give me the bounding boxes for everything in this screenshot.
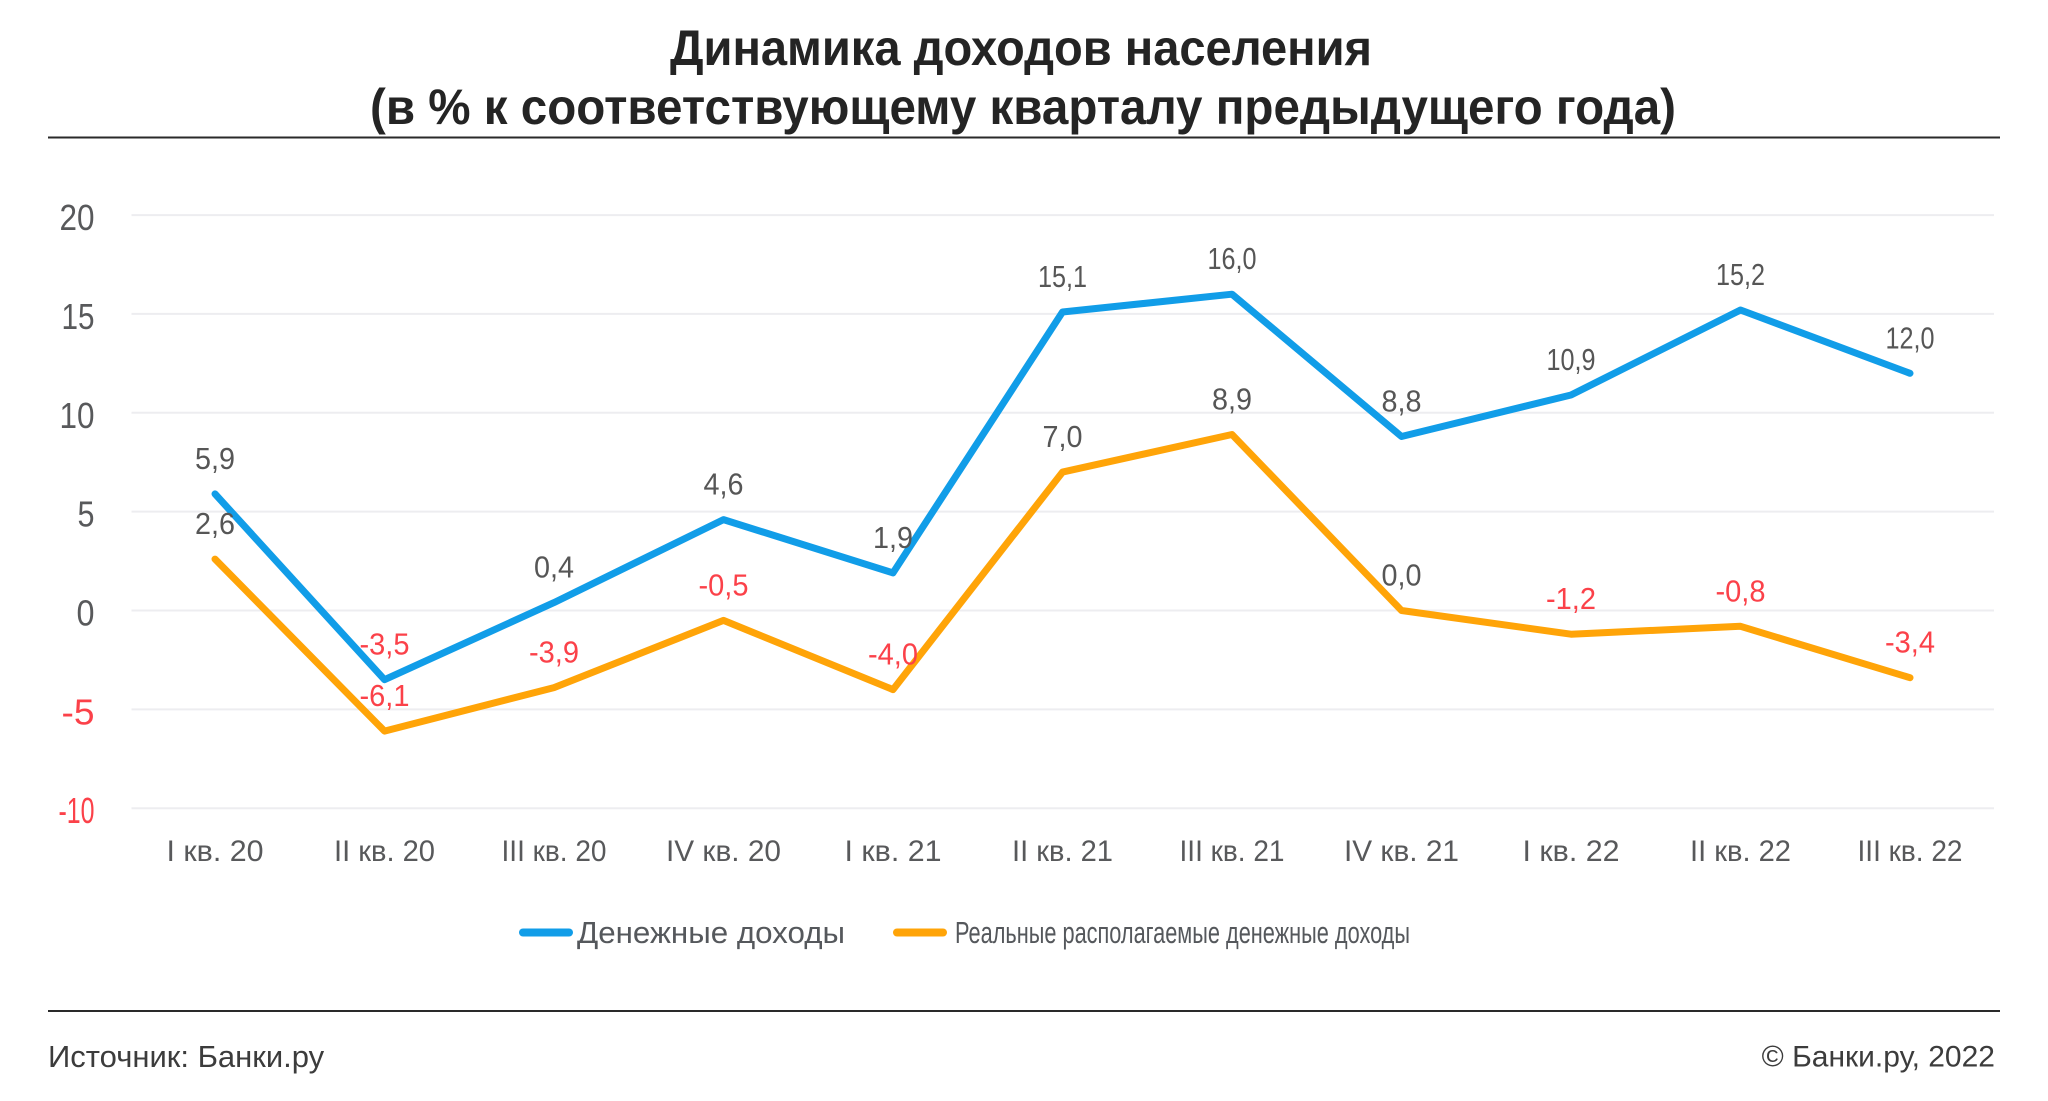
- svg-text:0,4: 0,4: [534, 550, 574, 585]
- svg-text:5,9: 5,9: [195, 441, 235, 476]
- svg-text:-6,1: -6,1: [360, 678, 410, 713]
- svg-text:2,6: 2,6: [195, 506, 235, 541]
- svg-text:II кв. 21: II кв. 21: [1012, 835, 1113, 868]
- svg-text:-1,2: -1,2: [1546, 581, 1596, 616]
- svg-text:IV кв. 21: IV кв. 21: [1344, 835, 1459, 868]
- svg-text:Динамика доходов населения: Динамика доходов населения: [670, 20, 1372, 76]
- svg-text:-0,5: -0,5: [699, 567, 749, 602]
- svg-text:16,0: 16,0: [1208, 241, 1257, 276]
- svg-text:-3,5: -3,5: [360, 627, 410, 662]
- svg-text:-0,8: -0,8: [1716, 573, 1766, 608]
- svg-text:IV кв. 20: IV кв. 20: [666, 835, 781, 868]
- svg-text:15,1: 15,1: [1038, 259, 1087, 294]
- svg-text:10,9: 10,9: [1547, 342, 1596, 377]
- svg-text:0: 0: [77, 593, 95, 634]
- svg-text:20: 20: [60, 197, 95, 238]
- svg-text:Реальные располагаемые денежны: Реальные располагаемые денежные доходы: [955, 915, 1410, 950]
- svg-text:Источник: Банки.ру: Источник: Банки.ру: [48, 1039, 325, 1074]
- svg-text:4,6: 4,6: [704, 467, 744, 502]
- svg-text:II кв. 22: II кв. 22: [1690, 835, 1791, 868]
- svg-text:15,2: 15,2: [1716, 257, 1765, 292]
- svg-text:-3,9: -3,9: [529, 635, 579, 670]
- svg-text:-10: -10: [59, 790, 95, 831]
- svg-text:(в % к соответствующему кварта: (в % к соответствующему кварталу предыду…: [370, 79, 1676, 135]
- svg-text:III кв. 20: III кв. 20: [502, 835, 607, 868]
- svg-text:-4,0: -4,0: [868, 637, 918, 672]
- svg-text:-3,4: -3,4: [1885, 625, 1935, 660]
- svg-text:II кв. 20: II кв. 20: [334, 835, 435, 868]
- svg-text:7,0: 7,0: [1043, 419, 1083, 454]
- svg-text:5: 5: [78, 494, 95, 535]
- svg-text:1,9: 1,9: [873, 520, 913, 555]
- svg-text:12,0: 12,0: [1886, 320, 1935, 355]
- svg-text:-5: -5: [62, 691, 95, 732]
- svg-text:I кв. 22: I кв. 22: [1523, 835, 1620, 868]
- svg-text:Денежные доходы: Денежные доходы: [577, 915, 845, 950]
- svg-text:10: 10: [60, 395, 95, 436]
- svg-text:I кв. 20: I кв. 20: [167, 835, 264, 868]
- svg-text:III кв. 22: III кв. 22: [1858, 835, 1963, 868]
- svg-text:III кв. 21: III кв. 21: [1180, 835, 1285, 868]
- svg-text:8,9: 8,9: [1212, 382, 1252, 417]
- svg-text:15: 15: [62, 296, 95, 337]
- svg-text:8,8: 8,8: [1382, 384, 1422, 419]
- svg-text:I кв. 21: I кв. 21: [845, 835, 942, 868]
- svg-text:© Банки.ру, 2022: © Банки.ру, 2022: [1762, 1041, 1995, 1074]
- svg-text:0,0: 0,0: [1382, 558, 1422, 593]
